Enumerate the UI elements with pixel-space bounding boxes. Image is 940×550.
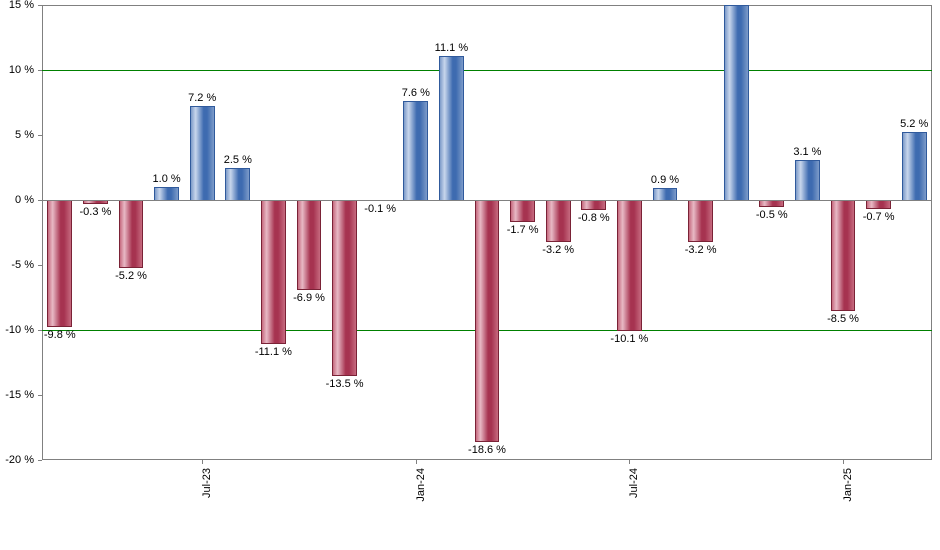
bar-label: -0.1 %	[364, 203, 396, 215]
x-tick	[416, 460, 417, 464]
bar	[332, 200, 357, 376]
bar-label: -3.2 %	[542, 244, 574, 256]
bar	[866, 200, 891, 209]
y-tick-label: 10 %	[0, 64, 34, 76]
bar	[831, 200, 856, 311]
x-tick-label: Jan-25	[842, 468, 854, 502]
bar	[439, 56, 464, 200]
x-tick	[202, 460, 203, 464]
y-tick-label: -5 %	[0, 259, 34, 271]
bar-label: 7.2 %	[188, 92, 216, 104]
bar	[475, 200, 500, 442]
bar-label: -13.5 %	[326, 378, 364, 390]
bar-label: -3.2 %	[685, 244, 717, 256]
bar-label: 5.2 %	[900, 118, 928, 130]
bar-label: 1.0 %	[153, 173, 181, 185]
bar	[581, 200, 606, 210]
bar	[510, 200, 535, 222]
bar-label: 3.1 %	[793, 146, 821, 158]
bar	[653, 188, 678, 200]
bar-label: 2.5 %	[224, 154, 252, 166]
y-tick	[38, 135, 42, 136]
reference-line	[42, 70, 932, 71]
bar	[688, 200, 713, 242]
bar-label: 15.0 %	[719, 0, 753, 3]
y-tick-label: -10 %	[0, 324, 34, 336]
bar-label: -9.8 %	[44, 329, 76, 341]
y-tick-label: -20 %	[0, 454, 34, 466]
bar	[795, 160, 820, 200]
x-tick	[843, 460, 844, 464]
bar	[902, 132, 927, 200]
x-tick-label: Jul-23	[201, 468, 213, 498]
y-tick	[38, 265, 42, 266]
zero-line	[42, 200, 932, 201]
bar-label: 11.1 %	[435, 42, 468, 54]
bar	[546, 200, 571, 242]
bar-label: -18.6 %	[468, 444, 506, 456]
x-tick	[629, 460, 630, 464]
y-tick-label: -15 %	[0, 389, 34, 401]
y-tick	[38, 5, 42, 6]
bar-label: -0.7 %	[863, 211, 895, 223]
bar	[47, 200, 72, 327]
bar-label: -6.9 %	[293, 292, 325, 304]
bar	[617, 200, 642, 331]
bar	[190, 106, 215, 200]
bar	[225, 168, 250, 201]
x-tick-label: Jul-24	[628, 468, 640, 498]
bar-label: 0.9 %	[651, 174, 679, 186]
bar	[403, 101, 428, 200]
y-tick	[38, 395, 42, 396]
bar-label: -0.5 %	[756, 209, 788, 221]
bar	[297, 200, 322, 290]
bar	[119, 200, 144, 268]
y-tick-label: 15 %	[0, 0, 34, 11]
y-tick-label: 5 %	[0, 129, 34, 141]
y-tick	[38, 460, 42, 461]
bar-label: -0.8 %	[578, 212, 610, 224]
x-tick-label: Jan-24	[415, 468, 427, 502]
bar-label: -11.1 %	[255, 346, 292, 358]
bar-label: -5.2 %	[115, 270, 147, 282]
bar-label: -1.7 %	[507, 224, 539, 236]
bar	[261, 200, 286, 344]
bar	[154, 187, 179, 200]
bar-label: -10.1 %	[610, 333, 648, 345]
bar-label: 7.6 %	[402, 87, 430, 99]
bar-label: -0.3 %	[79, 206, 111, 218]
bar	[724, 5, 749, 200]
y-tick-label: 0 %	[0, 194, 34, 206]
bar-label: -8.5 %	[827, 313, 859, 325]
